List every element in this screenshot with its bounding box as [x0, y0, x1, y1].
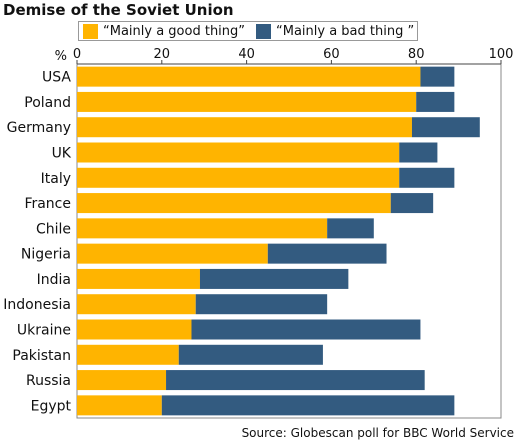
category-label-russia: Russia: [26, 373, 71, 389]
category-label-egypt: Egypt: [31, 398, 72, 414]
bar-bad-chile: [327, 218, 374, 239]
legend-item-good: “Mainly a good thing”: [83, 22, 245, 40]
category-label-chile: Chile: [36, 221, 71, 237]
bar-good-poland: [77, 91, 417, 112]
x-tick-label: 100: [489, 47, 514, 62]
bar-bad-egypt: [161, 395, 455, 416]
bar-good-nigeria: [77, 243, 268, 264]
legend-swatch-good: [83, 23, 98, 39]
bar-bad-italy: [399, 167, 455, 188]
bar-bad-germany: [411, 117, 480, 138]
x-tick-label: 40: [238, 47, 255, 62]
bar-good-italy: [77, 167, 400, 188]
bar-good-uk: [77, 142, 400, 163]
bar-good-india: [77, 268, 200, 289]
bar-good-usa: [77, 66, 421, 87]
bar-bad-uk: [399, 142, 438, 163]
bar-good-indonesia: [77, 294, 196, 315]
legend-label-bad: “Mainly a bad thing ”: [276, 23, 415, 39]
source-note: Source: Globescan poll for BBC World Ser…: [241, 426, 514, 440]
category-label-france: France: [24, 196, 71, 212]
bar-bad-usa: [420, 66, 455, 87]
x-tick-label: 60: [323, 47, 340, 62]
legend-swatch-bad: [256, 23, 271, 39]
plot-frame: [76, 63, 502, 419]
chart-title: Demise of the Soviet Union: [3, 1, 234, 19]
bar-bad-ukraine: [191, 319, 421, 340]
x-tick-label: 20: [154, 47, 171, 62]
category-label-usa: USA: [42, 70, 71, 86]
bar-bad-india: [199, 268, 349, 289]
category-label-pakistan: Pakistan: [12, 348, 71, 364]
bar-good-pakistan: [77, 344, 179, 365]
bar-bad-russia: [166, 370, 425, 391]
bar-good-ukraine: [77, 319, 192, 340]
category-label-uk: UK: [52, 146, 72, 162]
category-label-poland: Poland: [24, 95, 71, 111]
bar-good-egypt: [77, 395, 162, 416]
category-label-india: India: [37, 272, 71, 288]
legend: “Mainly a good thing” “Mainly a bad thin…: [78, 21, 418, 41]
x-tick-label: 80: [408, 47, 425, 62]
bar-bad-poland: [416, 91, 455, 112]
bar-bad-nigeria: [267, 243, 387, 264]
category-label-germany: Germany: [7, 120, 71, 136]
legend-label-good: “Mainly a good thing”: [103, 23, 246, 39]
bar-good-france: [77, 193, 391, 214]
category-label-nigeria: Nigeria: [21, 247, 71, 263]
x-tick-label: 0: [73, 47, 81, 62]
bar-bad-pakistan: [178, 344, 323, 365]
x-axis-unit-label: %: [55, 49, 67, 64]
category-label-italy: Italy: [41, 171, 71, 187]
legend-item-bad: “Mainly a bad thing ”: [256, 22, 414, 40]
bar-good-russia: [77, 370, 167, 391]
bar-good-chile: [77, 218, 328, 239]
category-label-indonesia: Indonesia: [3, 297, 71, 313]
bar-bad-france: [390, 193, 434, 214]
bar-good-germany: [77, 117, 412, 138]
bar-bad-indonesia: [195, 294, 328, 315]
category-label-ukraine: Ukraine: [17, 323, 71, 339]
